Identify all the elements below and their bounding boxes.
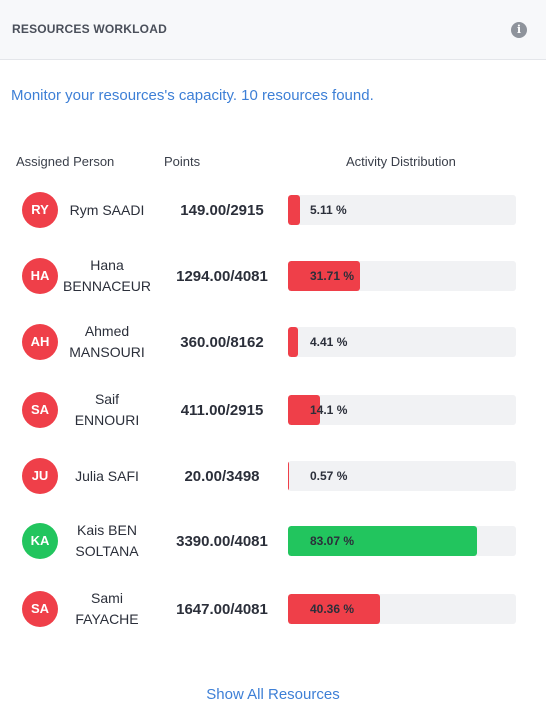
column-header-distribution: Activity Distribution [346,154,456,169]
distribution-fill [288,327,299,357]
resource-row: KA Kais BEN SOLTANA 3390.00/4081 83.07 % [0,515,546,567]
resource-row: JU Julia SAFI 20.00/3498 0.57 % [0,450,546,502]
resource-points: 360.00/8162 [180,333,264,351]
avatar: KA [22,523,58,559]
widget-header: RESOURCES WORKLOAD i [0,0,546,60]
distribution-bar: 0.57 % [288,461,516,491]
resource-points: 1294.00/4081 [176,267,268,285]
resource-name: Julia SAFI [75,467,139,484]
distribution-fill [288,461,290,491]
resource-points: 1647.00/4081 [176,600,268,618]
distribution-bar: 5.11 % [288,195,516,225]
resource-name: Saif ENNOURI [74,391,140,428]
distribution-percent: 5.11 % [310,203,347,217]
resource-points: 411.00/2915 [180,401,264,419]
avatar: SA [22,591,58,627]
summary-text: Monitor your resources's capacity. 10 re… [11,87,374,104]
resource-row: SA Saif ENNOURI 411.00/2915 14.1 % [0,384,546,436]
distribution-bar: 31.71 % [288,261,516,291]
distribution-fill [288,526,478,556]
avatar: AH [22,324,58,360]
resource-row: HA Hana BENNACEUR 1294.00/4081 31.71 % [0,250,546,302]
distribution-fill [288,195,300,225]
distribution-fill [288,395,321,425]
resource-name: Ahmed MANSOURI [69,323,145,360]
resource-name: Hana BENNACEUR [63,257,151,294]
avatar: JU [22,458,58,494]
resource-name: Sami FAYACHE [75,590,139,627]
resource-points: 3390.00/4081 [176,532,268,550]
distribution-fill [288,261,361,291]
resource-row: RY Rym SAADI 149.00/2915 5.11 % [0,184,546,236]
distribution-bar: 83.07 % [288,526,516,556]
distribution-percent: 40.36 % [310,602,355,616]
distribution-bar: 14.1 % [288,395,516,425]
avatar: SA [22,392,58,428]
column-header-person: Assigned Person [16,154,115,169]
distribution-percent: 4.41 % [310,335,348,349]
show-all-resources-link[interactable]: Show All Resources [206,686,340,703]
resource-points: 149.00/2915 [180,201,264,219]
distribution-percent: 14.1 % [310,403,348,417]
distribution-bar: 40.36 % [288,594,516,624]
distribution-percent: 31.71 % [310,269,355,283]
distribution-percent: 0.57 % [310,469,348,483]
avatar: HA [22,258,58,294]
avatar: RY [22,192,58,228]
resource-row: SA Sami FAYACHE 1647.00/4081 40.36 % [0,583,546,635]
widget-title: RESOURCES WORKLOAD [12,22,167,36]
distribution-fill [288,594,381,624]
resource-row: AH Ahmed MANSOURI 360.00/8162 4.41 % [0,316,546,368]
distribution-bar: 4.41 % [288,327,516,357]
distribution-percent: 83.07 % [310,534,355,548]
resource-name: Kais BEN SOLTANA [75,522,139,559]
info-icon[interactable]: i [511,22,527,38]
column-header-points: Points [164,154,201,169]
resource-points: 20.00/3498 [184,467,260,485]
resource-name: Rym SAADI [69,201,145,218]
